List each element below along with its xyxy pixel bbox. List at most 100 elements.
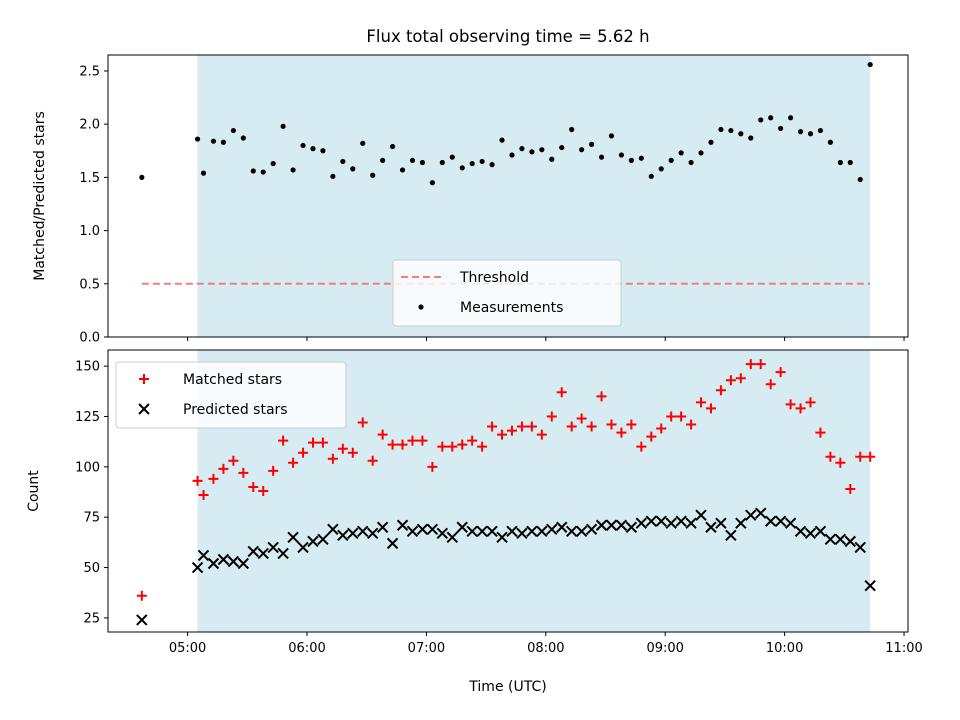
data-point xyxy=(426,523,439,535)
data-point xyxy=(197,549,210,562)
data-point xyxy=(686,419,697,430)
data-point xyxy=(237,557,250,570)
data-point xyxy=(648,173,654,179)
y-tick-label: 150 xyxy=(75,360,100,375)
data-point xyxy=(419,159,426,166)
y-tick-label: 1.0 xyxy=(79,224,100,239)
x-tick-label: 07:00 xyxy=(408,641,445,656)
data-point xyxy=(489,162,495,168)
data-point xyxy=(585,523,598,535)
data-point xyxy=(626,419,637,430)
data-point xyxy=(208,473,219,484)
data-point xyxy=(337,443,348,454)
data-point xyxy=(835,457,846,468)
y-tick-label: 2.5 xyxy=(79,64,100,79)
data-point xyxy=(755,507,767,519)
data-point xyxy=(725,375,736,386)
data-point xyxy=(337,529,349,542)
data-point xyxy=(605,519,618,531)
legend-swatch xyxy=(138,403,150,415)
data-point xyxy=(847,159,853,166)
y-tick-label: 100 xyxy=(75,460,100,475)
legend-item: Matched stars xyxy=(139,372,282,388)
data-point xyxy=(218,463,229,474)
legend-label: Threshold xyxy=(459,270,529,286)
data-point xyxy=(596,391,607,402)
data-point xyxy=(506,425,517,436)
data-point xyxy=(566,421,577,432)
data-point xyxy=(556,521,568,533)
data-point xyxy=(795,403,806,414)
data-point xyxy=(327,453,338,464)
data-point xyxy=(307,437,318,448)
data-point xyxy=(300,142,306,149)
data-point xyxy=(814,525,827,537)
data-point xyxy=(406,525,419,537)
data-point xyxy=(844,535,856,548)
legend-swatch xyxy=(139,374,149,384)
data-point xyxy=(778,125,784,132)
data-point xyxy=(298,447,309,458)
data-point xyxy=(389,143,396,150)
data-point xyxy=(656,423,667,434)
data-point xyxy=(804,527,817,540)
data-point xyxy=(387,439,398,450)
data-point xyxy=(608,133,615,139)
data-point xyxy=(437,441,448,452)
data-point xyxy=(459,165,465,171)
data-point xyxy=(207,557,220,570)
data-point xyxy=(516,527,528,540)
data-point xyxy=(476,525,488,537)
data-point xyxy=(688,159,694,166)
axes-frame xyxy=(107,349,909,633)
data-point xyxy=(456,521,468,533)
data-point xyxy=(834,533,847,546)
data-point xyxy=(439,159,445,166)
data-point xyxy=(738,131,744,137)
data-point xyxy=(549,156,555,162)
data-point xyxy=(748,135,754,141)
legend-box xyxy=(115,361,347,429)
data-point xyxy=(824,533,837,546)
data-point xyxy=(606,419,617,430)
bottom-panel: 25 50 75 100 125 150 05:00 06:00 07:00 08:00 09:00… xyxy=(26,349,923,656)
x-tick-label: 11:00 xyxy=(885,641,922,656)
legend-box xyxy=(392,259,622,327)
data-point xyxy=(327,523,339,535)
legend-item: Threshold xyxy=(401,270,529,286)
data-point xyxy=(569,126,575,133)
legend-label: Predicted stars xyxy=(183,402,288,418)
x-axis-label: Time (UTC) xyxy=(468,679,546,695)
data-point xyxy=(217,553,230,566)
data-point xyxy=(867,61,873,68)
data-point xyxy=(449,154,455,160)
data-point xyxy=(317,437,328,448)
data-point xyxy=(228,455,239,466)
x-tick-label: 10:00 xyxy=(766,641,803,656)
data-point xyxy=(768,115,774,121)
data-point xyxy=(755,359,766,370)
data-point xyxy=(615,519,628,531)
data-point xyxy=(477,441,488,452)
data-point xyxy=(728,127,734,134)
data-point xyxy=(854,541,866,554)
data-point xyxy=(377,429,388,440)
data-point xyxy=(519,146,525,152)
y-axis-label: Matched/Predicted stars xyxy=(32,111,48,281)
data-point xyxy=(785,399,796,410)
data-point xyxy=(191,561,204,574)
data-point xyxy=(815,427,826,438)
data-point xyxy=(845,483,856,494)
data-point xyxy=(297,541,309,554)
legend-label: Measurements xyxy=(460,300,563,316)
data-point xyxy=(136,590,147,601)
data-point xyxy=(192,475,203,486)
data-point xyxy=(457,439,468,450)
data-point xyxy=(539,147,545,153)
data-point xyxy=(665,517,677,529)
data-point xyxy=(467,435,478,446)
top-panel: 0.0 0.5 1.0 1.5 2.0 2.5 Matched/Predicted star… xyxy=(32,54,909,346)
data-point xyxy=(576,413,587,424)
data-point xyxy=(764,515,777,527)
data-point xyxy=(635,517,648,529)
